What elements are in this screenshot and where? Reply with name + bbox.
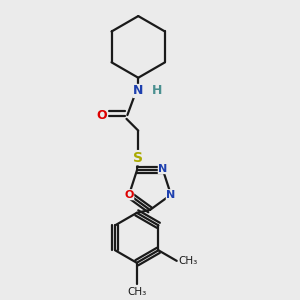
Text: CH₃: CH₃ — [178, 256, 197, 266]
Text: H: H — [152, 85, 163, 98]
Text: N: N — [133, 85, 143, 98]
Text: N: N — [166, 190, 176, 200]
Text: O: O — [124, 190, 134, 200]
Text: N: N — [158, 164, 168, 174]
Text: O: O — [97, 110, 107, 122]
Text: CH₃: CH₃ — [127, 287, 146, 297]
Text: S: S — [133, 151, 143, 165]
